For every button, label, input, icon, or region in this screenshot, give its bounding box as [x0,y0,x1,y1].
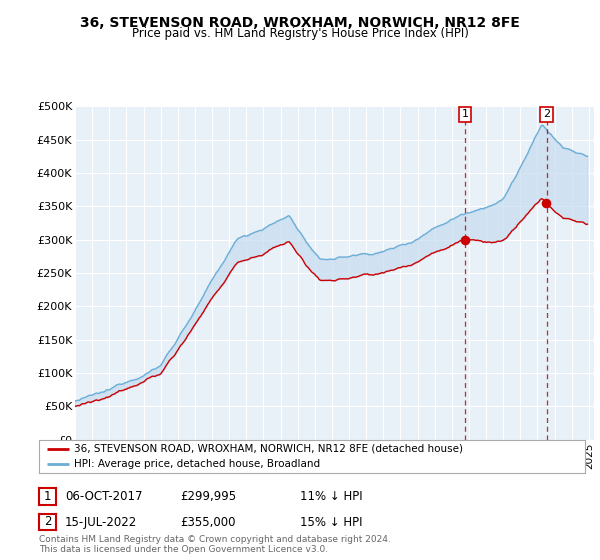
Text: 1: 1 [44,489,51,503]
Point [541,199,551,208]
Text: Contains HM Land Registry data © Crown copyright and database right 2024.
This d: Contains HM Land Registry data © Crown c… [39,535,391,554]
Text: 15-JUL-2022: 15-JUL-2022 [65,516,137,529]
Text: 1: 1 [461,109,469,119]
Text: Price paid vs. HM Land Registry's House Price Index (HPI): Price paid vs. HM Land Registry's House … [131,27,469,40]
Text: 06-OCT-2017: 06-OCT-2017 [65,490,142,503]
Text: 2: 2 [543,109,550,119]
Text: £299,995: £299,995 [180,490,236,503]
Text: HPI: Average price, detached house, Broadland: HPI: Average price, detached house, Broa… [74,459,320,469]
Text: £355,000: £355,000 [180,516,235,529]
Text: 11% ↓ HPI: 11% ↓ HPI [300,490,362,503]
Text: 2: 2 [44,515,51,529]
Text: 36, STEVENSON ROAD, WROXHAM, NORWICH, NR12 8FE: 36, STEVENSON ROAD, WROXHAM, NORWICH, NR… [80,16,520,30]
Point [460,235,469,244]
Text: 15% ↓ HPI: 15% ↓ HPI [300,516,362,529]
Text: 36, STEVENSON ROAD, WROXHAM, NORWICH, NR12 8FE (detached house): 36, STEVENSON ROAD, WROXHAM, NORWICH, NR… [74,444,463,454]
